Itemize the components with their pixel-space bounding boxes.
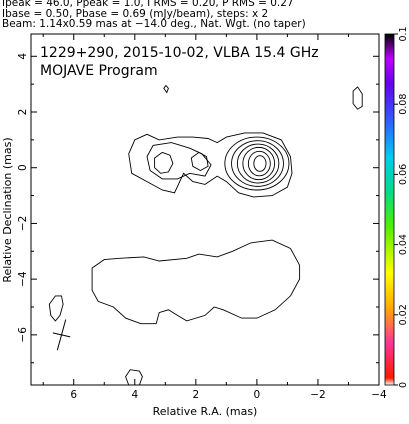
southern-lobe-contour: [91, 239, 301, 325]
colorbar-tick-label: 0.04: [398, 234, 409, 255]
core-contour: [247, 150, 271, 177]
colorbar-tick-label: 0: [398, 382, 409, 388]
colorbar-tick-label: 0.1: [398, 26, 409, 41]
colorbar-tick-label: 0.06: [398, 164, 409, 185]
y-tick-label: 2: [17, 109, 29, 116]
header-line-1: Ipeak = 46.0, Ppeak = 1.0, I RMS = 0.20,…: [2, 0, 294, 9]
chart-title: 1229+290, 2015-10-02, VLBA 15.4 GHz: [40, 45, 319, 61]
map-header: Ipeak = 46.0, Ppeak = 1.0, I RMS = 0.20,…: [2, 0, 306, 30]
y-tick-label: −2: [17, 216, 29, 231]
core-contour: [242, 146, 276, 181]
colorbar: [384, 33, 395, 386]
x-tick-label: 2: [192, 389, 199, 401]
jet-outer-contour: [128, 132, 293, 198]
y-tick-label: 0: [17, 164, 29, 171]
x-axis-ticks: 6 4 2 0 −2 −4: [42, 34, 387, 401]
y-tick-label: −4: [17, 271, 29, 287]
colorbar-tick-label: 0.08: [398, 94, 409, 115]
core-contour: [253, 155, 267, 172]
core-contour: [236, 143, 280, 184]
y-tick-label: −6: [17, 327, 29, 343]
blob-left-contour: [48, 295, 64, 322]
beam-minor-axis: [52, 332, 71, 338]
chart-subtitle: MOJAVE Program: [40, 63, 158, 79]
x-tick-label: −2: [310, 389, 325, 401]
contour-layer: [48, 84, 363, 386]
blob-bottom-contour: [125, 369, 143, 386]
header-line-2: Ibase = 0.50, Pbase = 0.69 (mJy/beam), s…: [2, 7, 269, 20]
jet-knot-contour: [154, 151, 174, 174]
x-tick-label: −4: [371, 389, 387, 401]
x-axis-label: Relative R.A. (mas): [153, 405, 258, 418]
y-axis-label: Relative Declination (mas): [1, 137, 14, 282]
small-blob-top-contour: [163, 84, 169, 94]
y-axis-ticks: 4 2 0 −2 −4 −6: [17, 53, 379, 364]
plot-frame: [30, 33, 380, 386]
x-tick-label: 0: [254, 389, 261, 401]
core-contour: [224, 136, 290, 191]
jet-inner-contour: [146, 142, 212, 180]
x-tick-label: 4: [131, 389, 138, 401]
core-contour: [231, 140, 284, 187]
colorbar-tick-label: 0.02: [398, 304, 409, 325]
header-line-3: Beam: 1.14x0.59 mas at −14.0 deg., Nat. …: [2, 18, 306, 31]
jet-knot-contour-2: [190, 151, 209, 172]
x-tick-label: 6: [70, 389, 77, 401]
blob-right-contour: [352, 86, 363, 110]
colorbar-ticks: 0 0.02 0.04 0.06 0.08 0.1: [394, 26, 409, 388]
y-tick-label: 4: [17, 53, 29, 60]
